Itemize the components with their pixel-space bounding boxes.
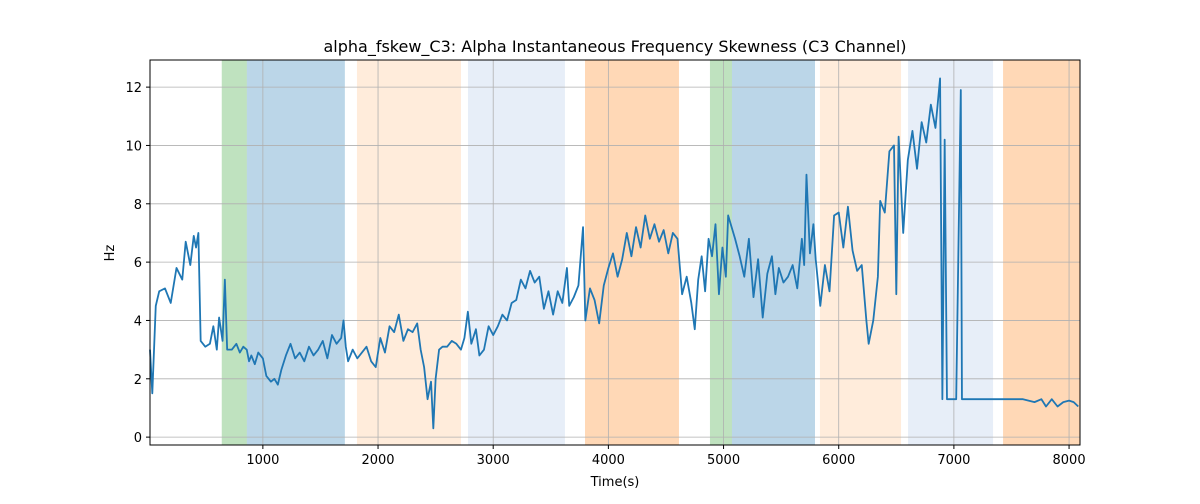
shaded-span — [356, 60, 461, 445]
shaded-span — [246, 60, 345, 445]
chart-title: alpha_fskew_C3: Alpha Instantaneous Freq… — [323, 37, 906, 57]
shaded-span — [1003, 60, 1080, 445]
x-tick-label: 4000 — [592, 453, 625, 468]
x-tick-label: 1000 — [246, 453, 279, 468]
y-axis-label: Hz — [103, 245, 118, 262]
x-tick-label: 3000 — [477, 453, 510, 468]
y-tick-label: 6 — [134, 256, 142, 271]
y-tick-label: 8 — [134, 198, 142, 213]
data-line — [149, 77, 1079, 430]
plot-frame — [149, 59, 1081, 446]
shaded-span — [908, 60, 994, 445]
x-tick-label: 8000 — [1053, 453, 1086, 468]
x-tick-label: 2000 — [361, 453, 394, 468]
y-tick-label: 4 — [134, 314, 142, 329]
y-tick-label: 12 — [125, 81, 142, 96]
shaded-span — [221, 60, 247, 445]
x-tick-label: 7000 — [937, 453, 970, 468]
shaded-span — [819, 60, 902, 445]
shaded-span — [467, 60, 565, 445]
shaded-span — [709, 60, 732, 445]
x-tick-label: 6000 — [822, 453, 855, 468]
y-tick-label: 10 — [125, 139, 142, 154]
y-tick-label: 0 — [134, 431, 142, 446]
x-tick-label: 5000 — [707, 453, 740, 468]
y-tick-label: 2 — [134, 373, 142, 388]
x-axis-label: Time(s) — [590, 475, 640, 490]
